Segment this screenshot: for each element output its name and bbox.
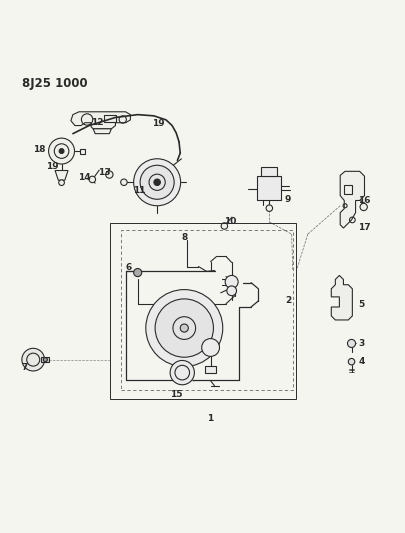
Circle shape — [202, 338, 220, 357]
Circle shape — [146, 289, 223, 367]
Text: 7: 7 — [21, 364, 28, 372]
Polygon shape — [71, 112, 130, 129]
Circle shape — [89, 176, 96, 183]
Text: 3: 3 — [358, 339, 364, 348]
Circle shape — [221, 223, 228, 229]
Circle shape — [134, 269, 142, 277]
Bar — [261, 167, 277, 176]
Circle shape — [360, 203, 367, 211]
Text: 15: 15 — [170, 390, 182, 399]
Circle shape — [49, 138, 75, 164]
Text: 4: 4 — [358, 357, 364, 366]
Circle shape — [43, 358, 47, 362]
Text: 18: 18 — [34, 146, 46, 155]
Circle shape — [22, 348, 45, 371]
Text: 11: 11 — [134, 186, 146, 195]
Circle shape — [227, 286, 237, 296]
Text: 8: 8 — [181, 233, 188, 242]
Polygon shape — [340, 171, 364, 228]
Text: 9: 9 — [284, 195, 291, 204]
Polygon shape — [93, 129, 111, 134]
Bar — [41, 357, 49, 362]
Circle shape — [180, 324, 188, 332]
Text: 6: 6 — [126, 263, 132, 272]
Circle shape — [59, 180, 64, 185]
Text: 17: 17 — [358, 223, 371, 232]
Circle shape — [348, 358, 355, 365]
Text: 1: 1 — [207, 414, 214, 423]
Circle shape — [347, 340, 356, 348]
Circle shape — [225, 276, 238, 288]
Text: 5: 5 — [358, 301, 364, 310]
Circle shape — [140, 165, 174, 199]
Circle shape — [266, 205, 273, 212]
Text: 16: 16 — [358, 196, 371, 205]
Text: 10: 10 — [224, 216, 236, 225]
Circle shape — [170, 360, 194, 385]
Polygon shape — [55, 171, 68, 180]
Text: 19: 19 — [152, 119, 165, 127]
Bar — [121, 230, 293, 390]
Bar — [80, 149, 85, 154]
Circle shape — [134, 159, 181, 206]
Text: 12: 12 — [91, 118, 103, 127]
Text: 8J25 1000: 8J25 1000 — [22, 77, 88, 90]
Circle shape — [59, 149, 64, 154]
Bar — [104, 115, 116, 122]
Polygon shape — [331, 276, 352, 320]
Circle shape — [155, 299, 213, 357]
Text: 14: 14 — [78, 173, 91, 182]
Circle shape — [121, 179, 127, 185]
Text: 13: 13 — [98, 168, 111, 177]
Bar — [344, 185, 352, 193]
Bar — [257, 176, 281, 200]
Text: 19: 19 — [46, 161, 59, 171]
Bar — [205, 366, 216, 374]
Circle shape — [154, 179, 160, 185]
Bar — [110, 223, 296, 399]
Text: 2: 2 — [285, 296, 292, 305]
Circle shape — [106, 171, 113, 178]
